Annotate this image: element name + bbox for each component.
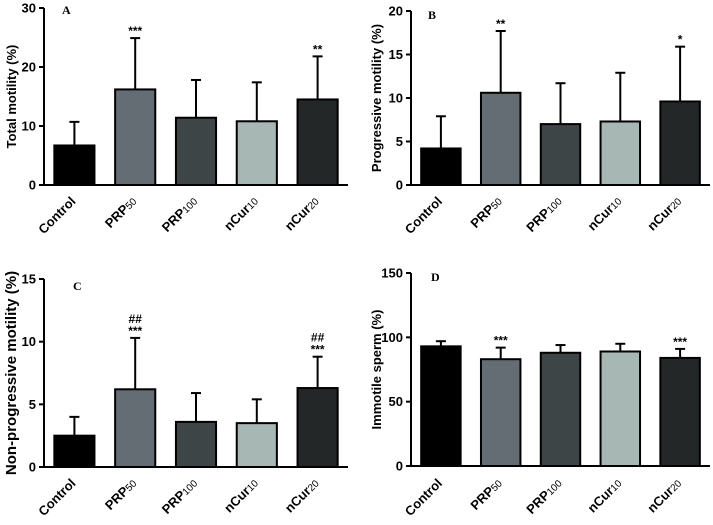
y-tick-label: 0 — [29, 460, 36, 475]
panel-letter: B — [428, 8, 436, 22]
y-tick-label: 50 — [389, 394, 403, 409]
y-axis-label: Total motility (%) — [4, 45, 19, 149]
y-tick-label: 20 — [389, 4, 403, 19]
category-label: nCur10 — [584, 193, 624, 233]
category-label: nCur10 — [584, 475, 624, 515]
y-axis-label: Progressive motility (%) — [369, 24, 384, 172]
category-label: PRP50 — [467, 193, 505, 231]
significance-mark: *** — [673, 335, 687, 349]
y-tick-label: 0 — [396, 178, 403, 193]
significance-mark: ** — [496, 17, 506, 31]
y-tick-label: 0 — [396, 459, 403, 474]
y-tick-label: 30 — [22, 1, 36, 16]
y-axis-label: Non-progressive motility (%) — [3, 271, 20, 475]
category-label: PRP100 — [159, 193, 201, 235]
bar-3 — [599, 350, 642, 467]
category-label: nCur20 — [644, 193, 684, 233]
category-label: Control — [402, 476, 445, 519]
category-label: PRP100 — [523, 193, 565, 235]
significance-mark: * — [678, 33, 683, 47]
significance-mark: *** — [494, 334, 508, 348]
y-tick-label: 10 — [389, 91, 403, 106]
bar-4 — [659, 100, 701, 186]
category-label: PRP50 — [467, 475, 505, 513]
y-tick-label: 10 — [22, 119, 36, 134]
category-label: PRP50 — [102, 475, 140, 513]
bar-1 — [479, 358, 522, 467]
bar-2 — [539, 351, 582, 468]
y-tick-label: 10 — [22, 334, 36, 349]
bar-3 — [599, 120, 642, 186]
y-tick-label: 5 — [29, 397, 36, 412]
bar-3 — [235, 120, 278, 186]
panel-letter: D — [431, 270, 440, 284]
category-label: Control — [35, 194, 78, 237]
panel-letter: A — [62, 3, 71, 17]
y-tick-label: 20 — [22, 60, 36, 75]
category-label: PRP100 — [523, 475, 565, 517]
category-label: nCur20 — [282, 475, 322, 515]
bar-2 — [539, 123, 582, 186]
bar-1 — [114, 88, 157, 186]
category-label: nCur20 — [644, 475, 684, 515]
significance-mark: *** — [128, 24, 142, 38]
significance-mark: ** — [313, 42, 323, 56]
bar-3 — [235, 422, 278, 468]
panel-a: 0 10 20 30 Total motility (%) A Control *** PRP5… — [4, 1, 348, 237]
hash-mark: ## — [311, 331, 325, 345]
category-label: PRP50 — [102, 193, 140, 231]
y-tick-label: 0 — [29, 178, 36, 193]
category-label: Control — [35, 476, 78, 519]
bar-0 — [53, 144, 96, 186]
bar-4 — [296, 98, 339, 186]
category-label: nCur20 — [282, 193, 322, 233]
significance-mark: *** — [128, 324, 142, 338]
category-label: nCur10 — [221, 193, 261, 233]
bar-0 — [420, 345, 462, 467]
y-tick-label: 5 — [396, 134, 403, 149]
category-label: PRP100 — [159, 475, 201, 517]
panel-d: 0 50 100 150 Immotile sperm (%) D Control *** PR… — [369, 266, 710, 519]
bar-1 — [479, 91, 522, 186]
bar-4 — [659, 356, 701, 468]
y-tick-label: 15 — [389, 47, 403, 62]
bar-1 — [114, 388, 157, 468]
category-label: nCur10 — [221, 475, 261, 515]
significance-mark: *** — [311, 343, 325, 357]
category-label: Control — [402, 194, 445, 237]
bar-0 — [420, 147, 462, 187]
bar-2 — [174, 420, 218, 469]
bar-2 — [174, 116, 218, 186]
y-tick-label: 100 — [381, 330, 403, 345]
panel-letter: C — [73, 279, 82, 293]
hash-mark: ## — [129, 312, 143, 326]
bar-4 — [296, 387, 339, 469]
panel-b: 0 5 10 15 20 Progressive motility (%) B Control… — [369, 4, 710, 237]
y-tick-label: 150 — [381, 266, 403, 281]
bar-0 — [53, 434, 96, 468]
y-axis-label: Immotile sperm (%) — [369, 310, 384, 430]
y-tick-label: 15 — [22, 272, 36, 287]
